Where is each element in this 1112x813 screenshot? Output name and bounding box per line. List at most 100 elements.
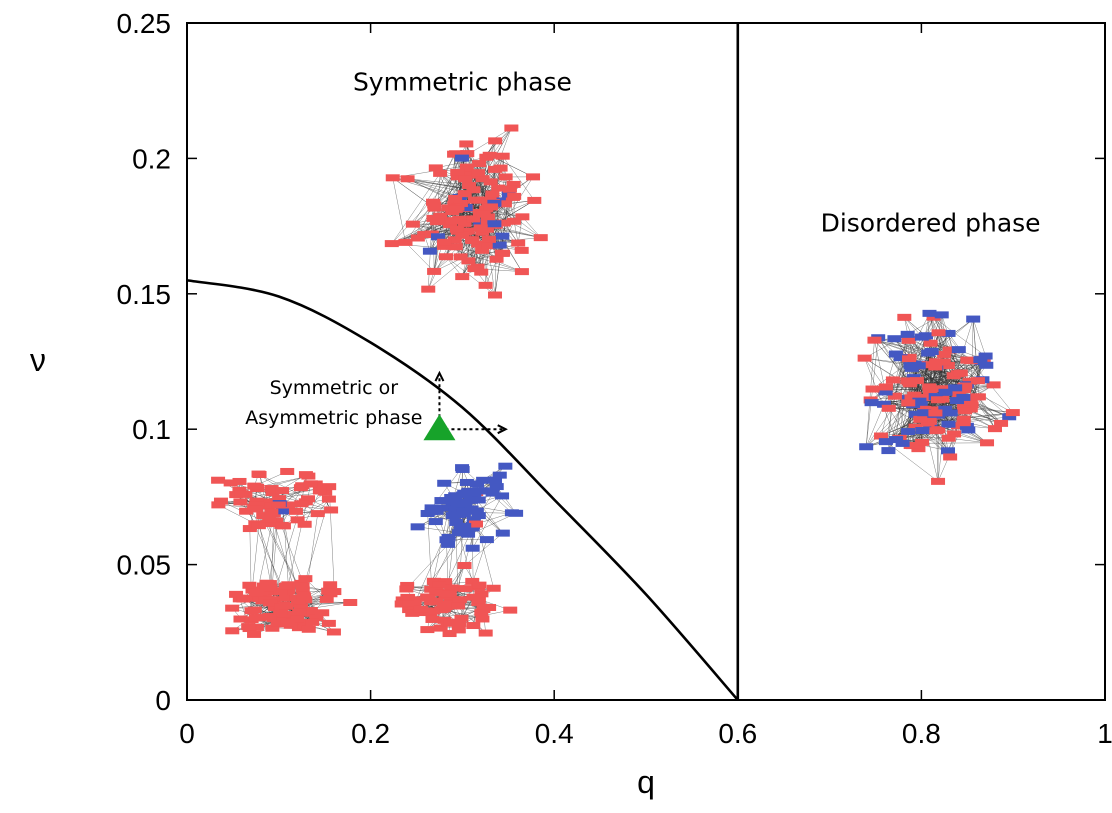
y-axis-title: ν <box>30 342 46 378</box>
network-node <box>297 520 312 528</box>
network-node <box>973 356 988 364</box>
network-node <box>987 425 1002 433</box>
network-node <box>321 495 336 503</box>
network-node <box>946 372 961 380</box>
network-node <box>441 540 456 548</box>
y-tick-label: 0.25 <box>117 8 172 39</box>
network-node <box>471 496 486 504</box>
network-node <box>249 589 264 597</box>
network-node <box>248 614 263 622</box>
network-node <box>433 212 448 220</box>
x-tick-label: 0.2 <box>351 718 390 749</box>
network-node <box>443 618 458 626</box>
network-node <box>312 487 327 495</box>
network-node <box>262 584 277 592</box>
network-node <box>247 630 262 638</box>
network-node <box>980 439 995 447</box>
network-node <box>915 427 930 435</box>
network-node <box>455 465 470 473</box>
network-node <box>878 438 893 446</box>
network-node <box>425 607 440 615</box>
network-node <box>449 225 464 233</box>
x-tick-label: 1 <box>1097 718 1112 749</box>
x-tick-label: 0.6 <box>718 718 757 749</box>
network-node <box>935 385 950 393</box>
network-node <box>441 204 456 212</box>
network-node <box>885 376 900 384</box>
network-node <box>309 614 324 622</box>
network-node <box>526 173 541 181</box>
annotation-layer: Symmetric phase Disordered phase Symmetric… <box>245 68 1040 429</box>
network-node <box>437 238 452 246</box>
network-node <box>901 336 916 344</box>
network-node <box>257 590 272 598</box>
network-node <box>471 169 486 177</box>
network-node <box>421 594 436 602</box>
network-node <box>459 140 474 148</box>
network-node <box>994 419 1009 427</box>
network-node <box>936 358 951 366</box>
network-edge <box>918 318 974 366</box>
network-node <box>466 516 481 524</box>
network-node <box>934 311 949 319</box>
network-node <box>398 238 413 246</box>
network-node <box>527 196 542 204</box>
network-node <box>943 409 958 417</box>
network-node <box>970 377 985 385</box>
network-node <box>911 445 926 453</box>
network-node <box>941 434 956 442</box>
network-edge <box>432 178 466 203</box>
network-node <box>900 428 915 436</box>
network-node <box>491 184 506 192</box>
network-node <box>859 443 874 451</box>
network-node <box>495 152 510 160</box>
network-node <box>457 562 472 570</box>
network-node <box>533 234 548 242</box>
network-node <box>471 512 486 520</box>
y-axis-ticks: 0 0.05 0.1 0.15 0.2 0.25 <box>117 8 1105 716</box>
network-node <box>485 190 500 198</box>
network-node <box>958 382 973 390</box>
network-node <box>914 333 929 341</box>
network-node <box>979 361 994 369</box>
network-edge <box>874 339 937 362</box>
network-node <box>486 584 501 592</box>
network-edge <box>444 246 522 272</box>
network-edge <box>874 340 886 392</box>
network-node <box>476 210 491 218</box>
network-edge <box>412 153 457 225</box>
network-node <box>451 626 466 634</box>
network-node <box>424 598 439 606</box>
network-node <box>483 203 498 211</box>
network-node <box>448 243 463 251</box>
network-node <box>223 479 238 487</box>
network-node <box>917 409 932 417</box>
network-node <box>275 487 290 495</box>
network-edge <box>976 396 1002 424</box>
network-node <box>928 409 943 417</box>
network-node <box>457 219 472 227</box>
y-tick-label: 0.1 <box>132 414 171 445</box>
x-axis-title: q <box>637 764 655 800</box>
network-node <box>469 520 484 528</box>
network-node <box>244 607 259 615</box>
network-edge <box>461 200 535 232</box>
network-node <box>951 346 966 354</box>
network-node <box>251 522 266 530</box>
network-node <box>259 579 274 587</box>
network-node <box>239 507 254 515</box>
network-node <box>263 599 278 607</box>
network-node <box>469 507 484 515</box>
network-node <box>400 593 415 601</box>
network-node <box>488 291 503 299</box>
network-node <box>458 585 473 593</box>
network-node <box>262 515 277 523</box>
network-node <box>460 150 475 158</box>
network-node <box>303 607 318 615</box>
network-node <box>443 221 458 229</box>
network-node <box>864 399 879 407</box>
network-node <box>474 609 489 617</box>
network-edge <box>434 153 468 209</box>
network-node <box>292 608 307 616</box>
network-node <box>476 476 491 484</box>
